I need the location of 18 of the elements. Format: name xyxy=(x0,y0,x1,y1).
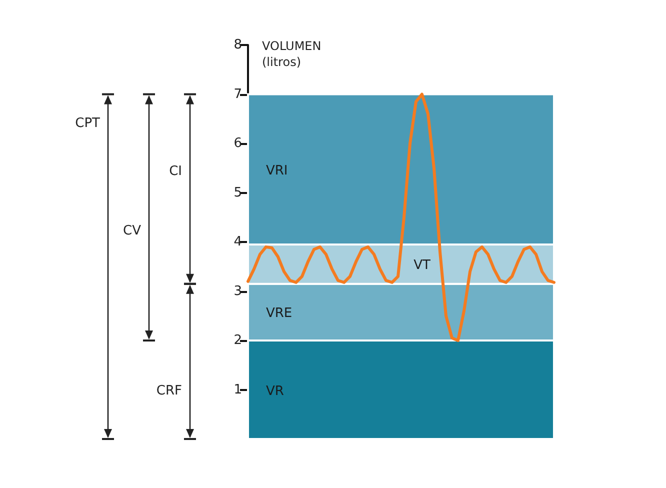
band-label: VR xyxy=(266,384,284,399)
y-tick-label: 8 xyxy=(234,38,242,52)
band-label: VRI xyxy=(266,163,288,178)
text: CPT xyxy=(75,116,100,131)
y-tick-label: 4 xyxy=(234,234,242,250)
y-tick-label: 3 xyxy=(234,284,242,299)
text: CI xyxy=(169,164,182,180)
band-label: VT xyxy=(414,258,430,274)
band-label: VRE xyxy=(266,306,292,322)
y-tick-label: 1 xyxy=(234,382,242,398)
text: CRF xyxy=(156,383,182,398)
y-axis-title: VOLUMEN (litros) xyxy=(262,39,322,69)
y-tick-label: 2 xyxy=(234,333,242,348)
y-tick-label: 7 xyxy=(234,86,242,102)
y-tick-label: 5 xyxy=(234,185,242,200)
text: CV xyxy=(123,224,142,239)
line-series xyxy=(246,92,556,342)
y-tick-label: 6 xyxy=(234,136,242,151)
